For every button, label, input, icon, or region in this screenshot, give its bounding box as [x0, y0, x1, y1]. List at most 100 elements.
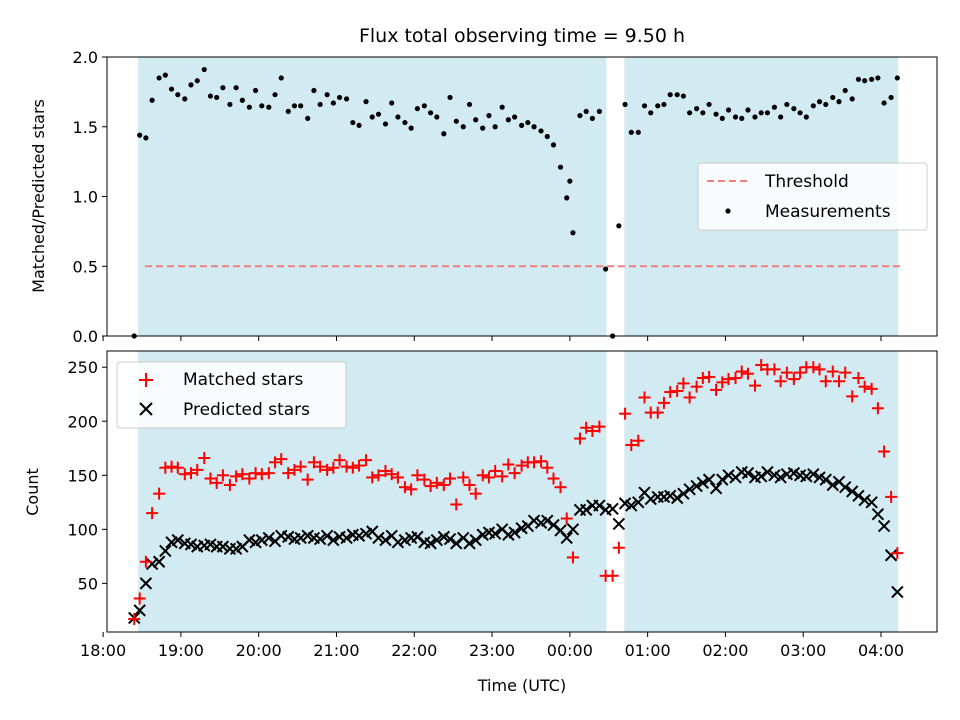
- matched-star-marker: [560, 512, 573, 525]
- matched-star-marker: [690, 380, 703, 393]
- top-y-tick-label: 0.0: [73, 327, 98, 346]
- legend-matched-label: Matched stars: [183, 370, 303, 390]
- matched-star-marker: [716, 376, 729, 389]
- matched-star-marker: [632, 434, 645, 447]
- measurement-point: [641, 103, 648, 109]
- measurement-point: [441, 131, 447, 137]
- matched-star-marker: [573, 432, 586, 445]
- predicted-star-marker: [133, 604, 146, 617]
- matched-star-marker: [722, 373, 735, 386]
- measurement-point: [227, 101, 233, 108]
- predicted-star-marker: [632, 496, 645, 509]
- x-tick-label: 03:00: [780, 641, 826, 660]
- bottom-y-axis-ticks: 50 100 150 200 250: [67, 358, 107, 593]
- matched-star-marker: [755, 359, 768, 372]
- predicted-star-marker: [846, 485, 859, 498]
- measurement-point: [752, 114, 758, 120]
- measurement-point: [414, 106, 420, 112]
- matched-star-marker: [476, 469, 489, 482]
- matched-star-marker: [606, 569, 619, 582]
- x-tick-label: 18:00: [80, 641, 126, 660]
- measurement-point: [687, 110, 693, 116]
- matched-star-marker: [282, 467, 295, 480]
- matched-star-marker: [528, 456, 541, 469]
- measurement-point: [894, 75, 900, 81]
- measurement-point: [745, 107, 751, 113]
- measurement-point: [706, 101, 712, 108]
- measurement-point: [667, 92, 673, 98]
- measurement-point: [771, 104, 778, 110]
- predicted-star-marker: [216, 540, 230, 553]
- measurement-point: [499, 104, 505, 110]
- matched-star-marker: [243, 472, 256, 485]
- measurement-point: [434, 114, 440, 120]
- measurement-point: [505, 117, 511, 123]
- predicted-star-marker: [379, 533, 392, 547]
- matched-star-marker: [885, 490, 898, 503]
- matched-star-marker: [813, 363, 826, 376]
- matched-star-marker: [171, 461, 184, 474]
- predicted-star-marker: [754, 470, 768, 483]
- predicted-star-marker: [463, 537, 476, 550]
- measurement-point: [492, 124, 498, 130]
- predicted-star-marker: [430, 533, 444, 547]
- matched-star-marker: [353, 459, 366, 472]
- measurement-point: [888, 94, 894, 101]
- measurement-point: [421, 103, 427, 109]
- predicted-star-marker: [424, 537, 437, 550]
- matched-star-marker: [657, 396, 670, 409]
- matched-star-marker: [735, 365, 748, 378]
- measurement-point: [220, 85, 226, 91]
- matched-star-marker: [346, 461, 359, 474]
- matched-star-marker: [139, 555, 152, 568]
- matched-star-marker: [748, 379, 761, 392]
- matched-star-marker: [360, 454, 373, 467]
- predicted-star-marker: [606, 502, 619, 515]
- matched-star-marker: [619, 407, 632, 420]
- top-y-tick-label: 0.5: [73, 257, 98, 276]
- bottom-panel: 50 100 150 200 250 18:00 19:00 20:00 21:00 22:00…: [23, 350, 938, 695]
- top-legend-box: [697, 162, 928, 231]
- measurement-point: [842, 87, 848, 94]
- bottom-legend-box: [116, 361, 347, 429]
- matched-star-marker: [612, 541, 625, 554]
- matched-star-marker: [508, 467, 521, 480]
- measurement-point: [836, 99, 842, 105]
- matched-star-marker: [780, 366, 793, 379]
- predicted-star-marker: [579, 503, 593, 517]
- measurement-points: [131, 66, 900, 339]
- matched-star-marker: [826, 365, 839, 378]
- predicted-star-marker: [527, 514, 541, 527]
- matched-star-marker: [418, 473, 431, 486]
- matched-star-marker: [204, 472, 217, 485]
- x-axis-label: Time (UTC): [477, 676, 566, 695]
- matched-star-marker: [333, 454, 346, 467]
- measurement-point: [480, 125, 486, 131]
- matched-star-marker: [288, 463, 301, 476]
- measurement-point: [149, 97, 155, 103]
- top-legend: Threshold Measurements: [697, 162, 928, 231]
- matched-star-marker: [819, 375, 832, 388]
- x-tick-label: 01:00: [625, 641, 671, 660]
- predicted-star-marker: [722, 469, 735, 482]
- top-y-axis-ticks: 0.0 0.5 1.0 1.5 2.0: [73, 48, 107, 346]
- measurement-point: [466, 101, 473, 108]
- measurement-point: [881, 100, 887, 106]
- matched-star-marker: [839, 366, 852, 379]
- matched-star-marker: [469, 487, 482, 500]
- measurement-point: [298, 103, 304, 109]
- matched-star-marker: [586, 424, 599, 437]
- matched-star-marker: [216, 469, 229, 482]
- matched-star-marker: [741, 367, 754, 380]
- matched-star-marker: [262, 467, 275, 480]
- measurement-point: [519, 122, 525, 128]
- x-tick-label: 04:00: [858, 641, 904, 660]
- matched-star-marker: [554, 481, 567, 494]
- matched-star-marker: [807, 361, 820, 374]
- matched-star-marker: [385, 468, 398, 481]
- matched-star-marker: [502, 458, 515, 471]
- matched-star-marker: [327, 461, 340, 474]
- measurement-point: [616, 223, 622, 229]
- matched-star-marker: [411, 469, 424, 482]
- matched-star-markers: [128, 359, 904, 626]
